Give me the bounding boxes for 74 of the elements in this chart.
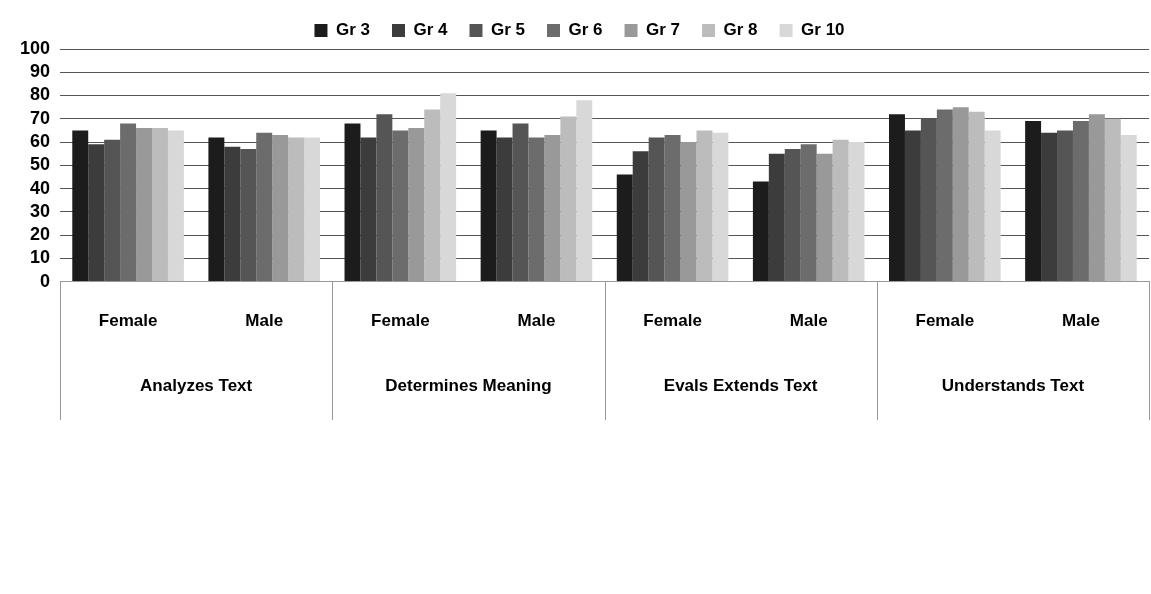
x-tick-label: Female bbox=[915, 311, 975, 331]
bar bbox=[304, 137, 321, 282]
bar bbox=[344, 123, 361, 282]
bar bbox=[424, 109, 441, 282]
legend-label: Gr 4 bbox=[413, 20, 449, 40]
bar bbox=[968, 111, 985, 282]
text: Determines Meaning bbox=[385, 375, 552, 395]
bar bbox=[440, 93, 457, 282]
y-tick-label: 60 bbox=[30, 131, 51, 152]
bar bbox=[1120, 135, 1137, 282]
bar bbox=[984, 130, 1001, 282]
bar bbox=[360, 137, 377, 282]
y-tick-label: 90 bbox=[30, 61, 51, 82]
text: Analyzes Text bbox=[140, 375, 253, 395]
bar bbox=[832, 139, 849, 282]
bar bbox=[512, 123, 529, 282]
bar bbox=[632, 151, 649, 282]
bar bbox=[1057, 130, 1073, 282]
legend-label: Gr 7 bbox=[646, 20, 681, 40]
x-tick-label: Female bbox=[98, 311, 158, 331]
bar bbox=[1072, 121, 1089, 282]
y-tick-label: 80 bbox=[30, 84, 51, 105]
bar bbox=[167, 130, 184, 282]
bar bbox=[752, 181, 769, 282]
bar bbox=[696, 130, 713, 282]
x-tick-label: Male bbox=[517, 311, 556, 331]
bar bbox=[208, 137, 225, 282]
bar bbox=[768, 153, 785, 282]
bar bbox=[616, 174, 633, 282]
bar bbox=[288, 137, 305, 282]
bar bbox=[784, 149, 801, 282]
bar bbox=[936, 109, 953, 282]
bar bbox=[120, 123, 137, 282]
y-tick-label: 0 bbox=[40, 270, 51, 291]
bar bbox=[1025, 121, 1042, 282]
bar bbox=[848, 142, 865, 282]
bar bbox=[664, 135, 681, 282]
bar bbox=[800, 144, 817, 282]
y-tick-label: 50 bbox=[30, 154, 51, 175]
legend-label: Gr 6 bbox=[568, 20, 603, 40]
y-tick-label: 40 bbox=[30, 177, 51, 198]
legend-label: Gr 3 bbox=[335, 20, 370, 40]
bar bbox=[560, 116, 577, 282]
bar bbox=[712, 132, 729, 282]
x-tick-label: Female bbox=[371, 311, 430, 331]
bar bbox=[576, 100, 593, 282]
bar bbox=[904, 130, 921, 282]
bar bbox=[72, 130, 89, 282]
bar bbox=[1041, 132, 1058, 282]
x-tick-label: Male bbox=[789, 311, 828, 331]
bar bbox=[392, 130, 409, 282]
y-tick-label: 100 bbox=[19, 37, 51, 58]
y-tick-label: 20 bbox=[30, 224, 51, 245]
bar bbox=[224, 146, 241, 282]
y-tick-label: 30 bbox=[30, 200, 51, 221]
bar bbox=[889, 114, 905, 282]
legend-label: Gr 5 bbox=[491, 20, 526, 40]
bar bbox=[480, 130, 497, 282]
x-tick-label: Female bbox=[643, 311, 702, 331]
bar bbox=[1104, 118, 1121, 282]
legend-label: Gr 8 bbox=[723, 20, 758, 40]
y-tick-label: 70 bbox=[30, 107, 51, 128]
text: Evals Extends Text bbox=[663, 375, 818, 395]
legend-label: Gr 10 bbox=[801, 20, 845, 40]
bar bbox=[152, 128, 168, 282]
bar bbox=[88, 144, 105, 282]
y-tick-label: 10 bbox=[30, 247, 51, 268]
bar bbox=[240, 149, 257, 282]
x-tick-label: Male bbox=[1062, 311, 1100, 331]
bar bbox=[256, 132, 273, 282]
bar bbox=[496, 137, 513, 282]
x-tick-label: Male bbox=[245, 311, 284, 331]
bar bbox=[528, 137, 545, 282]
text: Understands Text bbox=[941, 375, 1085, 395]
